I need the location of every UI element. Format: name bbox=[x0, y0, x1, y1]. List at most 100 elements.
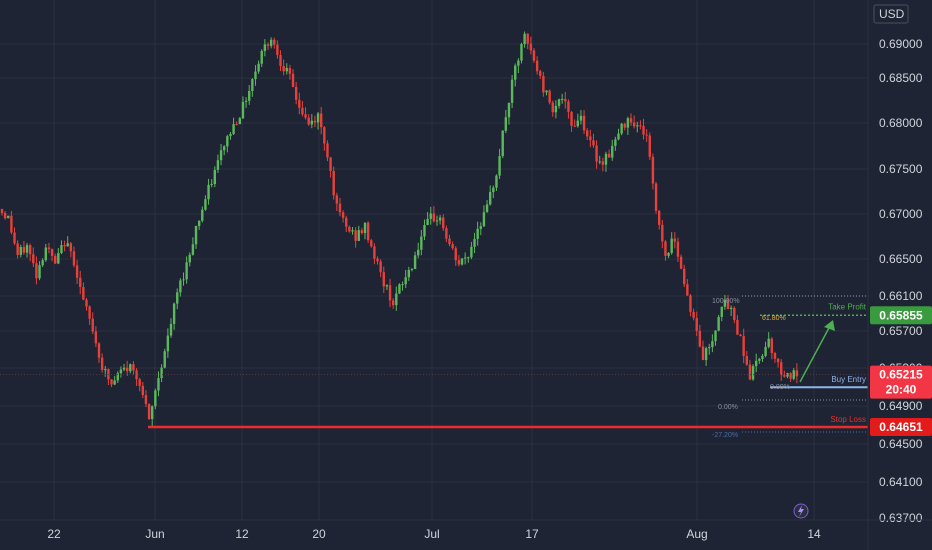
candle-body bbox=[72, 251, 76, 266]
candle-body bbox=[304, 114, 307, 118]
candle-body bbox=[723, 299, 727, 307]
candle-body bbox=[714, 330, 717, 342]
candle-body bbox=[551, 102, 554, 113]
candle-body bbox=[695, 317, 698, 331]
candle-body bbox=[363, 222, 367, 234]
time-tick-label: 22 bbox=[47, 527, 61, 541]
candle-body bbox=[360, 230, 364, 234]
candle-body bbox=[729, 307, 733, 309]
candle-body bbox=[589, 136, 592, 141]
candle-body bbox=[113, 380, 116, 385]
candle-body bbox=[567, 101, 570, 112]
candle-body bbox=[514, 65, 517, 80]
candle-body bbox=[291, 73, 295, 87]
trade-levels: Stop Loss Take Profit Buy Entry bbox=[0, 302, 868, 429]
candle-body bbox=[445, 228, 448, 239]
candle-body bbox=[348, 226, 351, 232]
candle-body bbox=[692, 311, 695, 318]
candle-body bbox=[488, 191, 492, 205]
candle-body bbox=[185, 262, 188, 280]
candle-body bbox=[66, 243, 69, 247]
candle-body bbox=[510, 79, 514, 103]
candle-body bbox=[307, 117, 310, 125]
candle-body bbox=[748, 364, 752, 380]
candle-body bbox=[586, 130, 589, 137]
candle-body bbox=[110, 379, 113, 385]
candle-body bbox=[626, 118, 630, 128]
current-price-badge[interactable] bbox=[870, 365, 932, 399]
price-tick-label: 0.67500 bbox=[879, 162, 923, 176]
take-profit-badge[interactable] bbox=[870, 306, 932, 325]
candle-body bbox=[595, 145, 598, 162]
candle-body bbox=[47, 247, 51, 250]
candle-body bbox=[607, 153, 611, 158]
candle-body bbox=[248, 91, 251, 101]
candle-body bbox=[251, 79, 254, 92]
take-profit-label: Take Profit bbox=[828, 302, 867, 311]
candle-body bbox=[457, 260, 461, 265]
time-tick-label: Jul bbox=[424, 527, 439, 541]
price-tick-label: 0.66100 bbox=[879, 289, 923, 303]
candle-body bbox=[163, 351, 166, 368]
candle-body bbox=[379, 261, 382, 273]
stop-loss-badge[interactable] bbox=[870, 418, 932, 437]
candle-body bbox=[326, 143, 329, 158]
lightning-icon[interactable] bbox=[793, 503, 809, 519]
candle-body bbox=[573, 125, 576, 127]
candle-body bbox=[182, 279, 185, 281]
candle-body bbox=[391, 300, 395, 306]
candle-body bbox=[501, 130, 504, 157]
candle-body bbox=[398, 284, 401, 294]
candle-body bbox=[676, 241, 680, 257]
candle-body bbox=[542, 75, 545, 93]
candle-body bbox=[601, 161, 605, 165]
candle-body bbox=[783, 375, 786, 377]
candle-body bbox=[535, 60, 539, 72]
candle-body bbox=[366, 222, 370, 241]
candle-body bbox=[382, 272, 385, 287]
candle-body bbox=[432, 213, 436, 222]
candle-body bbox=[739, 334, 742, 337]
candle-body bbox=[263, 44, 267, 51]
candle-body bbox=[639, 125, 642, 127]
candle-body bbox=[320, 113, 323, 128]
candle-body bbox=[632, 122, 636, 127]
fib-level-label: 0.00% bbox=[770, 384, 790, 391]
candle-body bbox=[338, 203, 342, 213]
price-tick-label: 0.66500 bbox=[879, 252, 923, 266]
candle-body bbox=[636, 125, 639, 127]
candle-body bbox=[485, 204, 489, 213]
candle-body bbox=[664, 241, 667, 256]
candle-body bbox=[35, 263, 38, 279]
candle-body bbox=[260, 50, 263, 64]
candle-body bbox=[711, 341, 714, 348]
candle-body bbox=[238, 118, 242, 125]
candle-body bbox=[388, 285, 392, 301]
candle-body bbox=[104, 369, 107, 371]
candle-body bbox=[188, 254, 191, 263]
time-axis-ticks[interactable]: 22 Jun 12 20 Jul 17 Aug 14 bbox=[47, 527, 821, 541]
price-tick-label: 0.68500 bbox=[879, 71, 923, 85]
price-axis-panel[interactable] bbox=[868, 0, 932, 550]
fib-level-label: 100.00% bbox=[712, 298, 740, 305]
candle-body bbox=[470, 246, 473, 258]
candle-body bbox=[279, 55, 282, 66]
candle-body bbox=[25, 245, 29, 253]
candle-body bbox=[604, 153, 608, 165]
price-tick-label: 0.64100 bbox=[879, 475, 923, 489]
candle-body bbox=[504, 117, 508, 131]
candle-body bbox=[598, 161, 601, 163]
candle-body bbox=[410, 269, 414, 271]
candle-body bbox=[116, 373, 119, 381]
currency-box[interactable] bbox=[873, 4, 909, 24]
candle-body bbox=[151, 406, 154, 420]
candle-body bbox=[141, 385, 145, 396]
candle-body bbox=[620, 123, 623, 134]
candle-body bbox=[492, 187, 495, 192]
candle-body bbox=[539, 71, 542, 76]
candle-body bbox=[154, 390, 157, 407]
price-tick-label: 0.69000 bbox=[879, 37, 923, 51]
candle-body bbox=[657, 210, 661, 225]
candle-body bbox=[582, 115, 586, 131]
